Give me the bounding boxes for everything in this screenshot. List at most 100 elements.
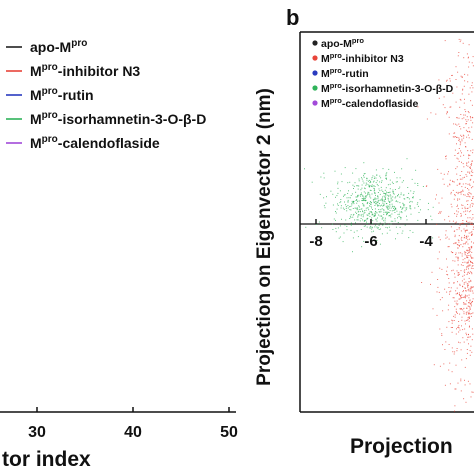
scatter-point	[393, 193, 395, 195]
scatter-point	[337, 183, 339, 185]
scatter-point	[357, 214, 359, 216]
scatter-point	[461, 316, 463, 318]
scatter-point	[456, 136, 458, 138]
scatter-point	[437, 279, 439, 280]
scatter-point	[375, 194, 376, 196]
scatter-point	[467, 171, 469, 173]
scatter-point	[388, 168, 390, 170]
scatter-point	[446, 274, 448, 275]
scatter-point	[383, 213, 385, 215]
scatter-point	[471, 116, 473, 118]
scatter-point	[444, 384, 446, 386]
scatter-point	[355, 207, 357, 209]
scatter-point	[363, 182, 365, 184]
scatter-point	[449, 293, 450, 295]
scatter-point	[450, 290, 452, 292]
scatter-point	[360, 189, 362, 191]
scatter-point	[356, 212, 357, 214]
scatter-point	[337, 203, 338, 205]
scatter-point	[468, 316, 470, 318]
scatter-point	[456, 210, 458, 212]
scatter-point	[394, 171, 395, 173]
scatter-point	[465, 312, 467, 314]
scatter-point	[445, 234, 447, 236]
scatter-point	[460, 349, 462, 351]
scatter-point	[463, 278, 465, 280]
scatter-point	[361, 200, 363, 201]
scatter-point	[412, 231, 414, 233]
scatter-point	[385, 193, 387, 195]
scatter-point	[402, 194, 404, 196]
scatter-point	[363, 173, 365, 175]
scatter-point	[460, 252, 462, 254]
scatter-point	[461, 138, 463, 140]
scatter-point	[457, 158, 459, 160]
scatter-point	[390, 198, 392, 200]
scatter-point	[468, 44, 470, 46]
scatter-point	[350, 209, 352, 211]
scatter-point	[471, 82, 473, 84]
scatter-point	[460, 238, 462, 240]
scatter-point	[460, 128, 462, 130]
scatter-point	[388, 192, 390, 194]
scatter-point	[470, 210, 472, 212]
scatter-point	[399, 196, 401, 198]
scatter-point	[361, 246, 363, 248]
scatter-point	[373, 201, 375, 203]
scatter-point	[362, 216, 364, 218]
scatter-point	[338, 237, 340, 239]
scatter-point	[374, 186, 376, 187]
scatter-point	[383, 223, 385, 225]
scatter-point	[452, 297, 454, 299]
scatter-point	[465, 183, 467, 185]
scatter-point	[402, 202, 404, 204]
scatter-point	[382, 191, 384, 192]
scatter-point	[455, 191, 457, 193]
scatter-point	[466, 136, 468, 138]
scatter-point	[466, 349, 468, 350]
scatter-point	[330, 190, 332, 192]
scatter-point	[320, 176, 322, 178]
scatter-point	[390, 216, 392, 218]
scatter-point	[470, 315, 472, 317]
scatter-point	[387, 192, 389, 193]
scatter-point	[401, 232, 403, 234]
scatter-point	[366, 195, 368, 197]
scatter-point	[388, 215, 390, 217]
scatter-point	[464, 384, 466, 386]
scatter-point	[466, 130, 468, 132]
left-legend-label-calendoflaside: Mpro-calendoflaside	[30, 134, 160, 151]
scatter-point	[337, 204, 339, 206]
scatter-point	[471, 175, 473, 177]
scatter-point	[375, 182, 377, 184]
scatter-point	[360, 195, 361, 197]
scatter-point	[464, 243, 466, 245]
scatter-point	[468, 336, 470, 338]
scatter-point	[463, 135, 465, 137]
scatter-point	[458, 321, 460, 322]
scatter-point	[383, 209, 385, 211]
scatter-point	[367, 223, 368, 224]
scatter-point	[461, 140, 463, 142]
scatter-point	[447, 246, 449, 248]
scatter-point	[381, 200, 383, 202]
scatter-point	[373, 185, 375, 187]
scatter-point	[374, 205, 376, 206]
scatter-point	[471, 169, 473, 171]
scatter-point	[384, 189, 386, 191]
scatter-point	[464, 80, 466, 82]
scatter-point	[454, 273, 455, 275]
scatter-point	[373, 178, 375, 179]
scatter-point	[456, 229, 458, 231]
scatter-point	[363, 197, 365, 199]
scatter-point	[377, 217, 378, 219]
scatter-point	[384, 219, 386, 221]
scatter-point	[383, 195, 385, 197]
scatter-point	[469, 221, 471, 223]
scatter-point	[463, 117, 465, 119]
scatter-point	[457, 239, 459, 241]
scatter-point	[466, 283, 468, 285]
scatter-point	[348, 197, 350, 199]
scatter-point	[456, 124, 458, 126]
scatter-point	[361, 213, 363, 215]
